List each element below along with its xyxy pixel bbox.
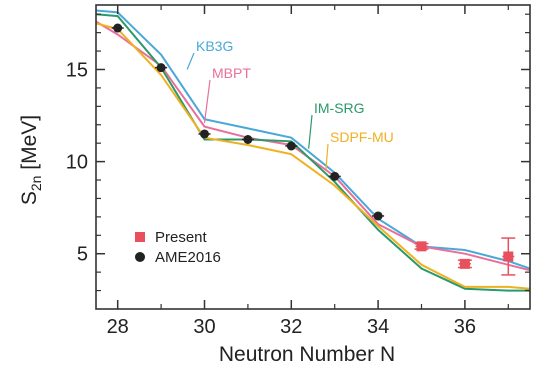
data-point-ame2016 xyxy=(113,23,123,33)
data-point-present xyxy=(503,251,514,262)
data-point-ame2016 xyxy=(243,134,253,144)
x-axis-title: Neutron Number N xyxy=(219,343,395,366)
x-tick-label: 36 xyxy=(454,316,476,338)
series-label-sdpf-mu: SDPF-MU xyxy=(330,129,394,145)
x-tick-label: 30 xyxy=(193,316,215,338)
x-tick-label: 34 xyxy=(367,316,389,338)
legend-marker-ame2016 xyxy=(135,252,145,262)
legend: Present AME2016 xyxy=(135,229,221,266)
data-point-present xyxy=(416,241,427,252)
data-point-present xyxy=(459,258,470,269)
y-tick-label: 15 xyxy=(66,59,88,81)
series-line-sdpf-mu xyxy=(96,22,530,290)
plot-frame xyxy=(95,4,531,310)
x-tick-label: 32 xyxy=(280,316,302,338)
legend-label-ame2016: AME2016 xyxy=(155,249,221,266)
data-point-ame2016 xyxy=(330,171,340,181)
data-point-ame2016 xyxy=(286,141,296,151)
axis-ticks: 28 30 32 34 36 5 10 15 xyxy=(66,5,530,338)
data-point-ame2016 xyxy=(373,211,383,221)
legend-marker-present xyxy=(135,232,145,242)
series-label-im-srg: IM-SRG xyxy=(314,100,365,116)
series-leader-mbpt xyxy=(203,79,211,123)
series-label-kb3g: KB3G xyxy=(196,38,233,54)
series-line-im-srg xyxy=(96,13,530,292)
x-tick-label: 28 xyxy=(107,316,129,338)
series-leader-im-srg xyxy=(308,114,313,149)
series-labels: KB3G MBPT IM-SRG SDPF-MU xyxy=(186,38,394,170)
y-axis-title: S2n [MeV] xyxy=(18,115,44,205)
series-label-mbpt: MBPT xyxy=(212,65,251,81)
series-leader-kb3g xyxy=(186,52,195,70)
data-point-ame2016 xyxy=(156,63,166,73)
series-leader-sdpf-mu xyxy=(325,143,329,170)
y-tick-label: 5 xyxy=(77,244,88,266)
plot-area xyxy=(96,9,530,292)
y-tick-label: 10 xyxy=(66,152,88,174)
legend-label-present: Present xyxy=(155,229,208,246)
data-point-ame2016 xyxy=(200,129,209,139)
series-line-kb3g xyxy=(96,9,530,270)
